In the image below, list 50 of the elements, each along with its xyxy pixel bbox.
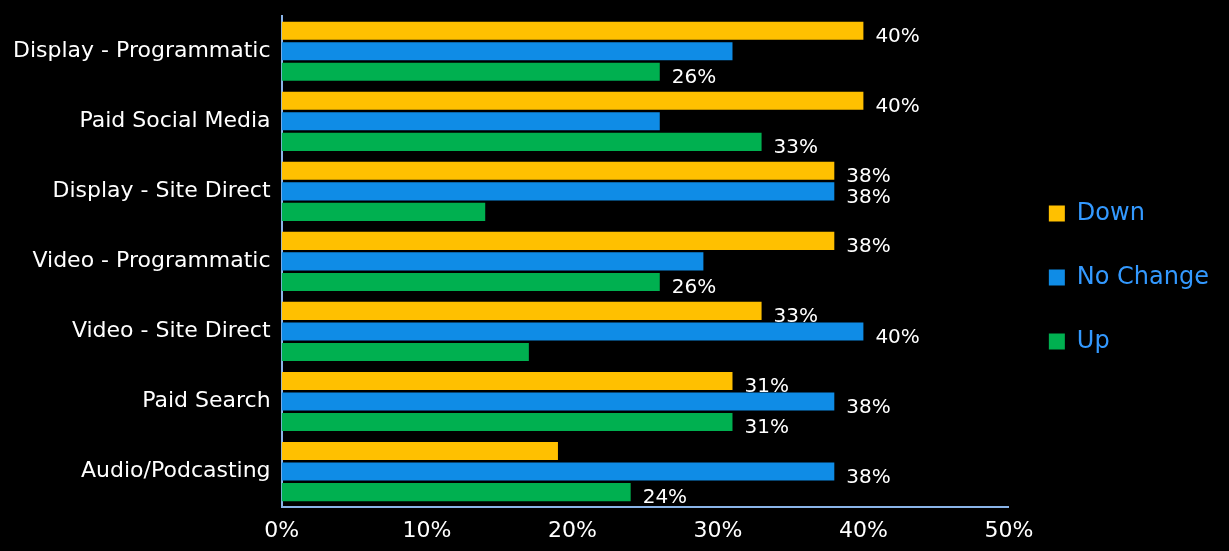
x-tick-label: 50% [984,516,1034,542]
bar [281,322,864,341]
legend-label: Up [1076,325,1110,354]
x-tick-label: 40% [838,516,888,542]
y-tick-label: Video - Programmatic [32,247,271,273]
data-label: 24% [642,484,688,509]
x-tick-label: 20% [548,516,597,542]
bar [281,301,762,320]
x-tick-label: 0% [264,516,300,542]
y-tick-label: Audio/Podcasting [81,457,271,483]
x-tick-label: 30% [693,516,743,542]
bar [281,42,733,61]
bar [281,462,835,481]
bar [281,62,660,81]
data-label: 38% [846,463,891,488]
data-label: 26% [671,63,717,88]
y-tick-label: Display - Site Direct [52,177,271,203]
x-tick-label: 10% [402,516,452,542]
legend-label: Down [1076,197,1145,226]
bar [281,182,835,201]
bar [281,91,864,110]
y-tick-label: Paid Social Media [79,107,271,132]
bar [281,483,631,502]
bar [281,371,733,391]
y-tick-label: Paid Search [142,387,271,413]
bar [281,441,558,461]
bar [281,21,864,40]
data-label: 40% [875,92,920,117]
bar [281,231,835,250]
data-label: 26% [671,274,717,299]
bar [281,342,529,362]
data-label: 31% [744,414,789,439]
data-label: 40% [875,22,920,47]
legend-label: No Change [1076,261,1209,290]
bar [281,252,704,271]
bar [281,413,733,432]
y-tick-label: Video - Site Direct [71,317,271,343]
data-label: 38% [846,393,891,418]
bar [281,272,660,291]
bar [281,112,660,131]
data-label: 40% [875,323,920,348]
data-label: 33% [773,303,819,328]
data-label: 33% [773,134,819,159]
bar [281,161,835,180]
data-label: 31% [744,373,789,398]
data-label: 38% [846,233,891,258]
bar [281,202,486,221]
bar [281,132,762,151]
bar [281,392,835,411]
y-tick-label: Display - Programmatic [12,36,271,62]
